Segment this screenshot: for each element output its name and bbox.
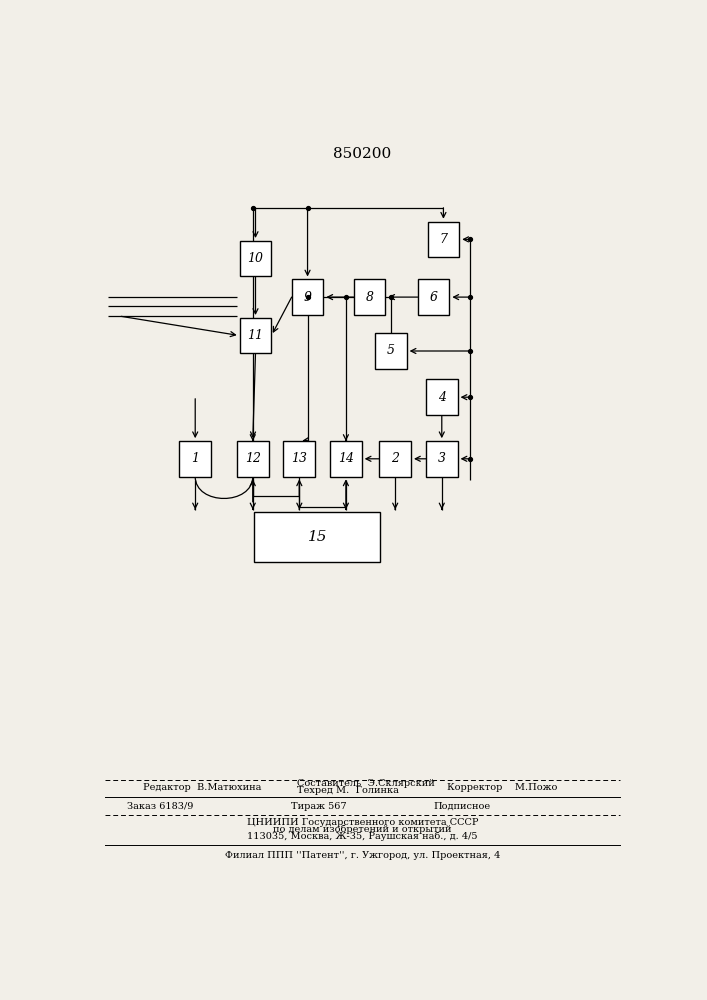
Text: Редактор  В.Матюхина: Редактор В.Матюхина	[144, 783, 262, 792]
Bar	[255, 512, 380, 562]
Text: 15: 15	[308, 530, 327, 544]
Text: 1: 1	[191, 452, 199, 465]
Text: 14: 14	[338, 452, 354, 465]
Text: 9: 9	[303, 291, 312, 304]
Text: 8: 8	[366, 291, 373, 304]
Bar	[428, 222, 460, 257]
Bar	[240, 318, 271, 353]
Bar	[330, 441, 362, 477]
Text: 2: 2	[391, 452, 399, 465]
Text: 12: 12	[245, 452, 261, 465]
Bar	[426, 441, 457, 477]
Bar	[426, 379, 457, 415]
Text: 7: 7	[440, 233, 448, 246]
Text: 113035, Москва, Ж-35, Раушская наб., д. 4/5: 113035, Москва, Ж-35, Раушская наб., д. …	[247, 831, 478, 841]
Bar	[240, 241, 271, 276]
Text: 850200: 850200	[333, 147, 392, 161]
Text: Составитель  Э.Склярский: Составитель Э.Склярский	[297, 779, 434, 788]
Text: 5: 5	[387, 344, 395, 358]
Bar	[292, 279, 323, 315]
Text: Заказ 6183/9: Заказ 6183/9	[127, 802, 193, 811]
Text: 3: 3	[438, 452, 446, 465]
Text: Подписное: Подписное	[433, 802, 491, 811]
Text: 10: 10	[247, 252, 264, 265]
Bar	[380, 441, 411, 477]
Text: ЦНИИПИ Государственного комитета СССР: ЦНИИПИ Государственного комитета СССР	[247, 818, 478, 827]
Text: 13: 13	[291, 452, 308, 465]
Bar	[284, 441, 315, 477]
Text: Корректор    М.Пожо: Корректор М.Пожо	[448, 783, 558, 792]
Text: 4: 4	[438, 391, 446, 404]
Bar	[237, 441, 269, 477]
Text: 11: 11	[247, 329, 264, 342]
Text: Тираж 567: Тираж 567	[291, 802, 346, 811]
Bar	[354, 279, 385, 315]
Bar	[375, 333, 407, 369]
Text: по делам изобретений и открытий: по делам изобретений и открытий	[273, 824, 452, 834]
Text: Филиал ППП ''Патент'', г. Ужгород, ул. Проектная, 4: Филиал ППП ''Патент'', г. Ужгород, ул. П…	[225, 851, 500, 860]
Bar	[180, 441, 211, 477]
Text: 6: 6	[430, 291, 438, 304]
Text: Техред М.  Голинка: Техред М. Голинка	[297, 786, 399, 795]
Bar	[418, 279, 450, 315]
